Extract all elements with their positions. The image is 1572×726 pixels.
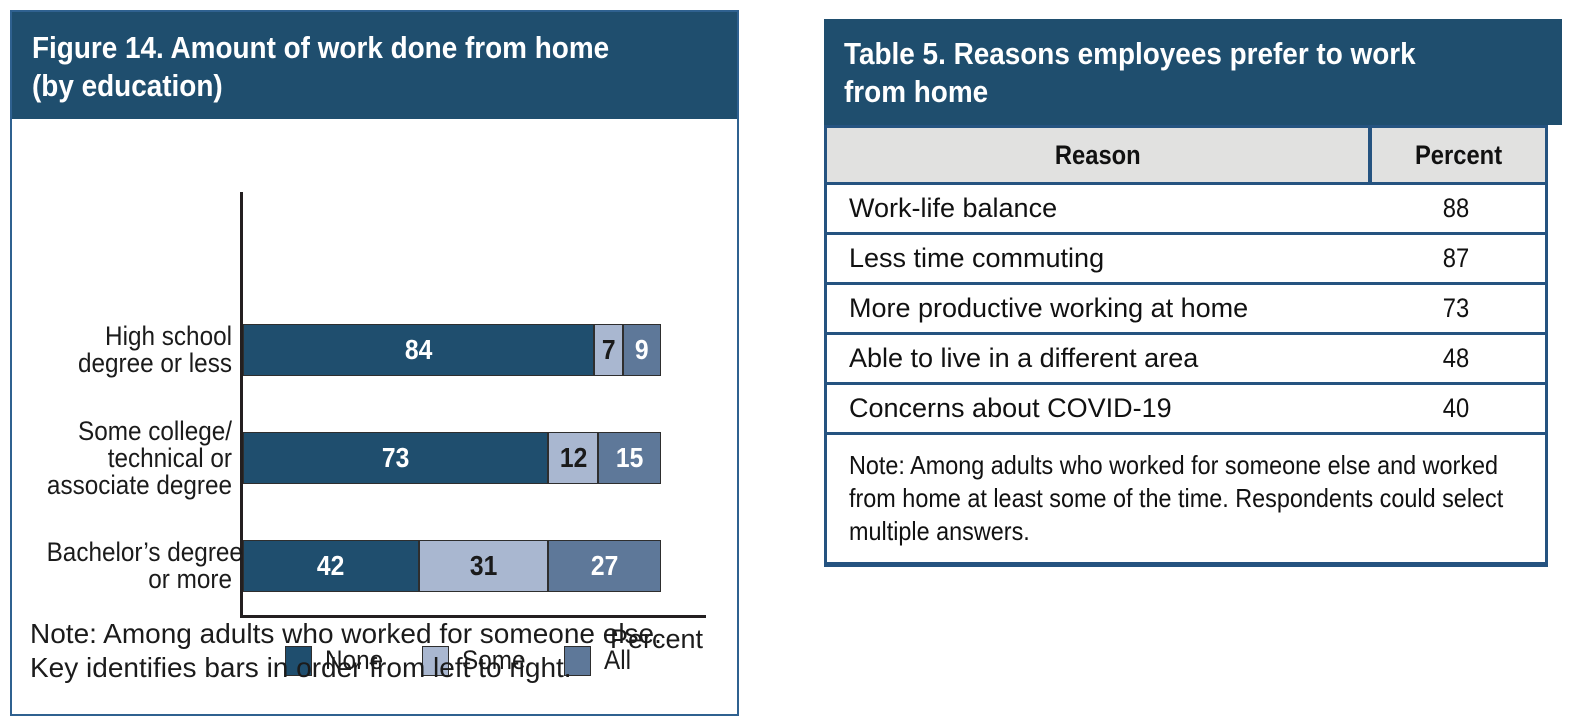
x-axis-line bbox=[240, 615, 706, 618]
figure14-title-line1: Figure 14. Amount of work done from home bbox=[32, 30, 610, 65]
table-cell-reason-text: Work-life balance bbox=[849, 193, 1058, 223]
x-axis-label: Percent bbox=[503, 624, 703, 655]
bar-segment-none: 84 bbox=[243, 324, 595, 376]
table-cell-reason-text: Concerns about COVID-19 bbox=[849, 393, 1172, 423]
table5-note-line1: Note: Among adults who worked for someon… bbox=[849, 450, 1499, 480]
bar-value-label: 15 bbox=[615, 442, 644, 473]
legend-label: None bbox=[325, 645, 384, 675]
bar-segment-some: 31 bbox=[418, 540, 549, 592]
bar-segment-all: 27 bbox=[548, 540, 662, 592]
table5-title-line1: Table 5. Reasons employees prefer to wor… bbox=[844, 36, 1416, 71]
figure14-title-line2: (by education) bbox=[32, 68, 223, 103]
category-label-line: High school bbox=[105, 321, 232, 351]
table5-body: Work-life balance 88 Less time commuting 87… bbox=[827, 182, 1545, 432]
legend-swatch-none bbox=[285, 645, 312, 676]
category-label-line: or more bbox=[148, 564, 232, 594]
table-row: Work-life balance 88 bbox=[827, 182, 1545, 232]
category-label-line: Bachelor’s degree bbox=[46, 537, 243, 567]
category-label-line: Some college/ bbox=[78, 415, 232, 446]
bar-segment-some: 7 bbox=[594, 324, 624, 376]
table5-note-line2: from home at least some of the time. Res… bbox=[849, 483, 1504, 513]
column-header-reason-text: Reason bbox=[1054, 139, 1141, 170]
chart-legend: None Some All bbox=[285, 645, 634, 676]
stacked-bar: 42 31 27 bbox=[243, 540, 662, 592]
chart-row: High school degree or less 84 7 9 bbox=[12, 321, 737, 378]
table-cell-percent: 87 bbox=[1368, 243, 1545, 274]
stacked-bar: 73 12 15 bbox=[243, 432, 661, 484]
table-cell-percent: 88 bbox=[1368, 193, 1545, 224]
y-axis-line bbox=[240, 192, 243, 618]
legend-swatch-some bbox=[421, 645, 449, 676]
table-cell-percent-text: 48 bbox=[1443, 343, 1470, 373]
chart-row: Bachelor’s degree or more 42 31 27 bbox=[12, 537, 737, 594]
bar-segment-all: 15 bbox=[598, 432, 661, 484]
x-axis-label-text: Percent bbox=[609, 624, 703, 654]
table-cell-reason: Less time commuting bbox=[827, 243, 1368, 274]
table-cell-percent-text: 73 bbox=[1443, 293, 1470, 323]
bar-value-label: 27 bbox=[590, 550, 619, 581]
table-row: Able to live in a different area 48 bbox=[827, 332, 1545, 382]
bar-value-label: 31 bbox=[469, 550, 498, 581]
table-cell-reason: Concerns about COVID-19 bbox=[827, 393, 1368, 424]
legend-entry-all: All bbox=[564, 645, 634, 676]
table5-note-line3: multiple answers. bbox=[849, 516, 1030, 546]
legend-entry-none: None bbox=[285, 645, 390, 676]
stacked-bar-chart: High school degree or less 84 7 9 Some colleg… bbox=[12, 119, 737, 714]
table-cell-percent-text: 87 bbox=[1443, 243, 1470, 273]
bar-value-label: 42 bbox=[317, 550, 345, 581]
category-label-line: associate degree bbox=[46, 469, 232, 500]
table-cell-reason-text: Able to live in a different area bbox=[849, 343, 1199, 373]
category-label-line: technical or bbox=[107, 442, 232, 473]
table-cell-percent: 73 bbox=[1368, 293, 1545, 324]
legend-label: Some bbox=[461, 645, 526, 675]
table-cell-reason: More productive working at home bbox=[827, 293, 1368, 324]
figure14-note: Note: Among adults who worked for someon… bbox=[30, 617, 662, 685]
chart-row: Some college/technical or associate degre… bbox=[12, 417, 737, 498]
column-header-percent: Percent bbox=[1368, 128, 1545, 182]
bar-segment-some: 12 bbox=[548, 432, 599, 484]
column-header-percent-text: Percent bbox=[1414, 139, 1503, 170]
table-cell-reason-text: More productive working at home bbox=[849, 293, 1249, 323]
category-label: High school degree or less bbox=[26, 321, 232, 378]
figure14-title-bar: Figure 14. Amount of work done from home… bbox=[12, 12, 737, 119]
legend-swatch-all bbox=[564, 645, 592, 676]
bar-segment-none: 42 bbox=[243, 540, 419, 592]
figure14-note-line1: Note: Among adults who worked for someon… bbox=[30, 618, 662, 649]
table-cell-percent: 40 bbox=[1368, 393, 1545, 424]
table-row: More productive working at home 73 bbox=[827, 282, 1545, 332]
bar-value-label: 7 bbox=[601, 334, 616, 365]
bar-value-label: 12 bbox=[559, 442, 587, 473]
table-cell-reason: Work-life balance bbox=[827, 193, 1368, 224]
table5-title-bar: Table 5. Reasons employees prefer to wor… bbox=[824, 19, 1562, 125]
bar-segment-none: 73 bbox=[243, 432, 549, 484]
table-row: Concerns about COVID-19 40 bbox=[827, 382, 1545, 432]
table-cell-reason-text: Less time commuting bbox=[849, 243, 1105, 273]
figure14-panel: Figure 14. Amount of work done from home… bbox=[10, 10, 739, 716]
table5: Reason Percent Work-life balance 88 Less t… bbox=[824, 125, 1548, 567]
bar-segment-all: 9 bbox=[623, 324, 661, 376]
legend-label: All bbox=[604, 645, 632, 675]
bar-value-label: 73 bbox=[381, 442, 410, 473]
table5-note: Note: Among adults who worked for someon… bbox=[827, 432, 1545, 562]
figure14-note-line2: Key identifies bars in order from left t… bbox=[30, 652, 572, 683]
category-label-line: degree or less bbox=[78, 348, 232, 378]
category-label: Some college/technical or associate degre… bbox=[26, 417, 232, 498]
category-label: Bachelor’s degree or more bbox=[26, 537, 243, 594]
table-row: Less time commuting 87 bbox=[827, 232, 1545, 282]
table-cell-reason: Able to live in a different area bbox=[827, 343, 1368, 374]
table5-header-row: Reason Percent bbox=[827, 128, 1545, 182]
bar-value-label: 84 bbox=[404, 334, 433, 365]
column-header-reason: Reason bbox=[827, 128, 1368, 182]
stacked-bar: 84 7 9 bbox=[243, 324, 661, 376]
table-cell-percent: 48 bbox=[1368, 343, 1545, 374]
table-cell-percent-text: 88 bbox=[1443, 193, 1470, 223]
table5-title-line2: from home bbox=[844, 74, 989, 109]
bar-value-label: 9 bbox=[635, 334, 650, 365]
legend-entry-some: Some bbox=[421, 645, 533, 676]
table-cell-percent-text: 40 bbox=[1443, 393, 1470, 423]
